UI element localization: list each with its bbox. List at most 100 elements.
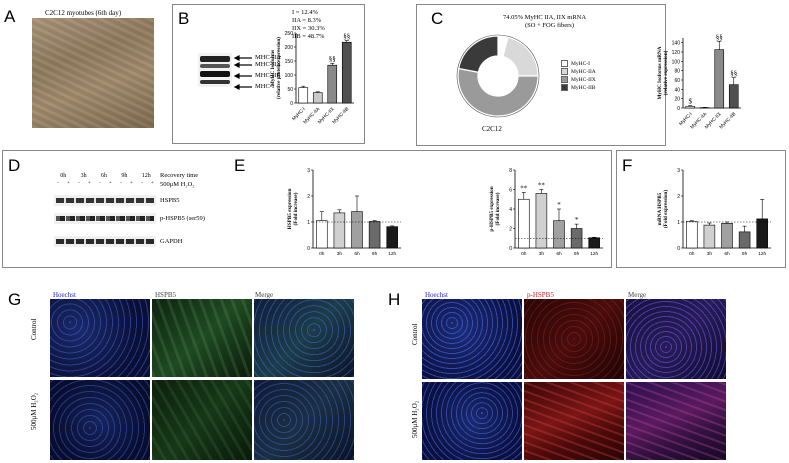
- bar: [714, 49, 725, 109]
- y-tick-label: 1: [677, 220, 680, 226]
- g-hoechst-control: [50, 299, 150, 377]
- panel-c-letter: C: [431, 9, 444, 28]
- y-tick-label: 40: [674, 87, 680, 93]
- x-tick-label: 0h: [319, 251, 325, 257]
- y-tick-label: 8: [509, 168, 512, 174]
- significance-mark: §§: [343, 33, 350, 41]
- timepoint-12h: 12h: [141, 173, 151, 179]
- sign: -: [78, 181, 80, 186]
- g-col-hspb5: HSPB5: [155, 291, 177, 299]
- bar: [728, 84, 739, 109]
- y-tick-label: 3: [677, 168, 680, 174]
- panel-b-blot: [198, 53, 232, 87]
- h-merge-h2o2: [626, 382, 726, 460]
- bar: [703, 224, 716, 249]
- panel-c-legend: MyHC-I MyHC-IIA MyHC-IIX MyHC-IIB: [561, 60, 596, 92]
- y-tick-label: 200: [285, 45, 294, 51]
- panel-c-title-1: 74.05% MyHC IIA, IIX mRNA: [503, 14, 587, 21]
- h-row-h2o2: 500μM H₂O₂: [411, 400, 419, 438]
- y-tick-label: 60: [674, 78, 680, 84]
- y-axis-label: (relative protein expression): [275, 37, 282, 99]
- legend-item-myhc-i: MyHC-I: [561, 60, 596, 68]
- h-col-merge: Merge: [628, 291, 647, 299]
- y-axis-label: MyHC Isoforms: [270, 50, 276, 86]
- stat-i: I = 12.4%: [292, 9, 318, 16]
- legend-item-myhc-iia: MyHC-IIA: [561, 68, 596, 76]
- h-col-hoechst: Hoechst: [425, 291, 448, 299]
- y-tick-label: 1: [307, 220, 310, 226]
- sign: +: [151, 181, 154, 186]
- x-tick-label: 9h: [372, 251, 378, 257]
- panel-c-donut: [456, 34, 540, 118]
- x-tick-label: 6h: [556, 251, 562, 257]
- y-tick-label: 6: [509, 188, 512, 194]
- y-axis-label: (relative expression): [662, 50, 669, 95]
- blot-band-hspb5: [54, 195, 156, 206]
- panel-d-treatment-signs: - + - + - + - + - +: [53, 181, 158, 186]
- y-tick-label: 0: [677, 106, 680, 112]
- legend-item-myhc-iix: MyHC-IIX: [561, 76, 596, 84]
- panel-a-letter: A: [4, 7, 16, 26]
- x-tick-label: 3h: [337, 251, 343, 257]
- significance-mark: **: [520, 184, 528, 192]
- bar: [327, 64, 338, 104]
- x-tick-label: 3h: [539, 251, 545, 257]
- panel-b-letter: B: [178, 9, 190, 28]
- y-axis-label: (Fold increase): [494, 192, 501, 225]
- x-tick-label: 12h: [590, 251, 598, 257]
- significance-mark: §§: [716, 33, 723, 41]
- bar: [341, 41, 352, 104]
- x-tick-label: 0h: [689, 251, 695, 257]
- blot-label-mhc-iib: MHC-IIB: [255, 72, 281, 79]
- bar: [316, 220, 328, 249]
- bar: [686, 221, 698, 249]
- significance-mark: $: [689, 98, 693, 106]
- sign: +: [130, 181, 133, 186]
- y-tick-label: 3: [307, 168, 310, 174]
- timepoint-6h: 6h: [100, 173, 107, 179]
- y-tick-label: 100: [285, 73, 294, 79]
- chart-b: 0 50 100 150 200 250 MyHC Isoforms (relative pr…: [270, 31, 354, 125]
- x-tick-label: 12h: [388, 251, 396, 257]
- y-axis-label: mRNA HSPB5: [657, 192, 663, 225]
- y-tick-label: 50: [287, 87, 293, 93]
- y-tick-label: 4: [509, 207, 512, 213]
- g-merge-h2o2: [254, 380, 354, 460]
- g-row-h2o2: 500μM H₂O₂: [30, 392, 38, 430]
- g-col-hoechst: Hoechst: [53, 291, 76, 299]
- g-row-control: Control: [30, 318, 38, 340]
- h-p-hspb5-h2o2: [524, 382, 624, 460]
- h-merge-control: [626, 299, 726, 379]
- significance-mark: **: [538, 182, 546, 190]
- g-hspb5-h2o2: [152, 380, 252, 460]
- y-axis-label: (Fold increase): [292, 192, 299, 225]
- bar: [298, 87, 309, 104]
- panel-f-letter: F: [622, 156, 633, 175]
- h-row-control: Control: [411, 323, 419, 345]
- bar: [368, 221, 381, 249]
- legend-swatch: [561, 76, 568, 84]
- y-tick-label: 2: [307, 194, 310, 200]
- y-tick-label: 80: [674, 69, 680, 75]
- donut-slice: [502, 36, 539, 77]
- x-tick-label: 3h: [707, 251, 713, 257]
- band-label-hspb5: HSPB5: [160, 197, 180, 204]
- h-hoechst-h2o2: [422, 382, 522, 460]
- significance-mark: *: [575, 216, 579, 224]
- g-hspb5-control: [152, 299, 252, 377]
- h-col-p-hspb5: p-HSPB5: [527, 291, 554, 299]
- y-tick-label: 100: [672, 59, 681, 65]
- h-p-hspb5-control: [524, 299, 624, 379]
- panel-b-stats: I = 12.4% IIA = 8.3% IIX = 30.3% IIB = 4…: [292, 9, 325, 41]
- panel-d-timepoints: 0h 3h 6h 9h 12h: [53, 173, 158, 179]
- donut-outline: [456, 34, 540, 118]
- band-label-gapdh: GAPDH: [160, 238, 183, 245]
- bar: [386, 226, 398, 249]
- y-tick-label: 250: [285, 31, 294, 37]
- significance-mark: §§: [730, 70, 737, 78]
- chart-e-left: 0 1 2 3 HSPB5 expression (Fold increase) 0h 3h 6…: [287, 168, 401, 257]
- panel-g-letter: G: [8, 290, 22, 309]
- y-axis-label: HSPB5 expression: [287, 189, 293, 230]
- x-tick-label: 9h: [574, 251, 580, 257]
- donut-slice: [457, 67, 539, 117]
